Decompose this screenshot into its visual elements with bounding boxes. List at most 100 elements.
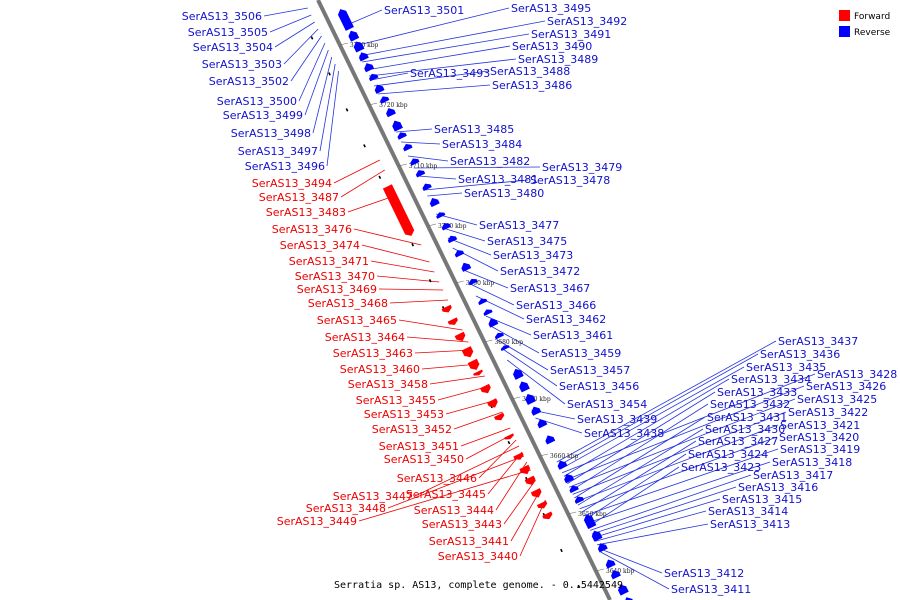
leader-line	[353, 228, 422, 246]
reverse-gene-feature	[422, 183, 432, 191]
forward-gene-feature	[441, 304, 452, 313]
gene-label: SerAS13_3491	[531, 28, 611, 41]
gene-label: SerAS13_3454	[567, 398, 647, 411]
gene-label: SerAS13_3482	[450, 155, 530, 168]
reverse-gene-feature	[364, 63, 375, 73]
leader-line	[398, 319, 463, 331]
leader-line	[401, 141, 441, 145]
reverse-gene-feature	[436, 212, 446, 219]
forward-gene-feature	[487, 398, 498, 408]
leader-line	[290, 35, 322, 82]
gene-label: SerAS13_3434	[731, 373, 811, 386]
leader-line	[429, 375, 486, 385]
gene-label: SerAS13_3411	[671, 583, 751, 596]
gene-label: SerAS13_3492	[547, 15, 627, 28]
gene-label: SerAS13_3417	[753, 469, 833, 482]
reverse-gene-feature	[537, 419, 548, 429]
gene-label: SerAS13_3496	[245, 160, 325, 173]
leader-line	[593, 498, 721, 538]
gene-label: SerAS13_3484	[442, 138, 522, 151]
gene-label: SerAS13_3474	[280, 239, 360, 252]
leader-line	[396, 128, 433, 133]
reverse-gene-feature	[369, 73, 379, 82]
leader-line	[312, 56, 333, 134]
reverse-gene-feature	[468, 278, 478, 286]
gene-label: SerAS13_3464	[325, 331, 405, 344]
reverse-gene-feature	[583, 514, 597, 530]
leader-line	[463, 269, 509, 289]
gene-label: SerAS13_3472	[500, 265, 580, 278]
gene-label: SerAS13_3426	[806, 380, 886, 393]
gene-label: SerAS13_3422	[788, 406, 868, 419]
leader-line	[298, 42, 326, 102]
forward-gene-feature	[454, 331, 466, 342]
gene-label: SerAS13_3455	[356, 394, 436, 407]
gene-label: SerAS13_3416	[738, 481, 818, 494]
gene-label: SerAS13_3498	[231, 127, 311, 140]
leader-line	[598, 548, 663, 574]
reverse-gene-feature	[410, 158, 420, 166]
leader-line	[370, 72, 409, 81]
minor-feature	[310, 36, 314, 40]
leader-line	[589, 474, 752, 531]
leader-line	[574, 416, 706, 499]
minor-feature	[345, 108, 349, 112]
leader-line	[558, 353, 759, 466]
gene-label: SerAS13_3418	[772, 456, 852, 469]
gene-label: SerAS13_3495	[511, 2, 591, 15]
reverse-gene-feature	[564, 474, 575, 484]
forward-gene-feature	[542, 511, 553, 520]
leader-line	[591, 486, 737, 535]
gene-label: SerAS13_3506	[182, 10, 262, 23]
scale-tick	[339, 42, 348, 46]
leader-line	[595, 510, 707, 542]
forward-gene-feature	[524, 475, 536, 485]
reverse-gene-feature	[500, 345, 510, 352]
leader-line	[417, 175, 457, 180]
gene-label: SerAS13_3505	[188, 26, 268, 39]
gene-label: SerAS13_3424	[688, 448, 768, 461]
leader-line	[563, 378, 730, 477]
forward-gene-feature	[519, 464, 531, 475]
gene-label: SerAS13_3463	[333, 347, 413, 360]
gene-label: SerAS13_3483	[266, 206, 346, 219]
reverse-gene-feature	[494, 332, 505, 340]
reverse-gene-feature	[625, 597, 633, 600]
leader-line	[447, 237, 492, 256]
leader-line	[326, 70, 339, 167]
gene-label: SerAS13_3473	[493, 249, 573, 262]
reverse-gene-feature	[519, 381, 530, 393]
scale-tick-label: 3710 kbp	[409, 163, 438, 170]
leader-line	[389, 299, 449, 304]
reverse-gene-feature	[403, 144, 413, 152]
reverse-gene-feature	[379, 96, 390, 104]
forward-gene-feature	[447, 317, 458, 325]
leader-line	[577, 428, 704, 506]
leader-line	[414, 445, 520, 497]
gene-label: SerAS13_3475	[487, 235, 567, 248]
genome-axis: 3730 kbp 3720 kbp 3710 kbp 3700 kbp 3690 kbp…	[316, 0, 635, 600]
gene-label: SerAS13_3461	[533, 329, 613, 342]
minor-feature	[560, 548, 563, 553]
gene-label: SerAS13_3457	[550, 364, 630, 377]
leader-line	[362, 33, 530, 63]
leader-line	[354, 7, 510, 47]
gene-label: SerAS13_3460	[340, 363, 420, 376]
gene-label: SerAS13_3471	[289, 255, 369, 268]
leader-line	[584, 453, 687, 520]
scale-tick	[455, 280, 464, 284]
leader-line	[506, 359, 566, 405]
minor-feature	[363, 144, 366, 148]
gene-label: SerAS13_3497	[238, 145, 318, 158]
gene-label: SerAS13_3414	[708, 505, 788, 518]
scale-tick	[484, 339, 493, 343]
gene-label: SerAS13_3427	[698, 435, 778, 448]
leader-line	[442, 227, 486, 242]
leader-line	[570, 403, 709, 492]
reverse-gene-feature	[358, 52, 369, 62]
gene-label: SerAS13_3419	[780, 443, 860, 456]
gene-label: SerAS13_3456	[559, 380, 639, 393]
gene-label: SerAS13_3433	[717, 386, 797, 399]
gene-label: SerAS13_3415	[722, 493, 802, 506]
scale-tick	[595, 568, 604, 572]
